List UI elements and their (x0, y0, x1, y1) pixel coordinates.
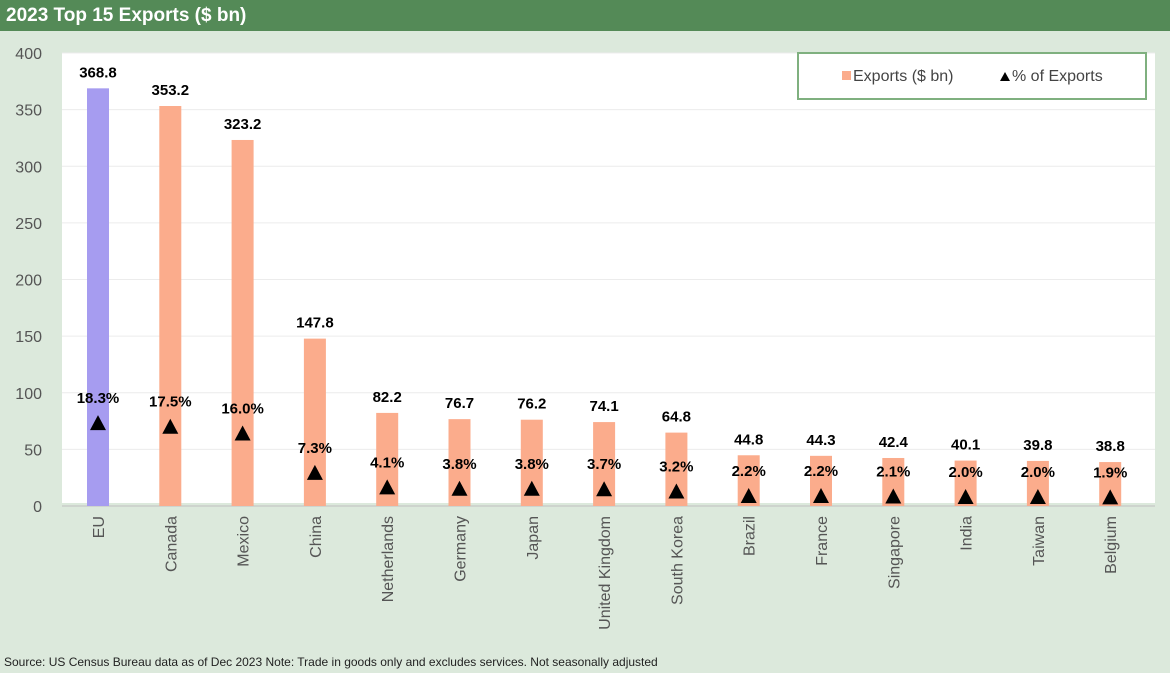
percent-label: 2.1% (876, 463, 910, 480)
chart-title: 2023 Top 15 Exports ($ bn) (0, 0, 1170, 31)
category-label: Japan (525, 516, 542, 560)
bar (810, 455, 832, 506)
category-label: Brazil (742, 516, 759, 556)
percent-marker (451, 480, 468, 496)
bar-value-label: 40.1 (951, 437, 980, 454)
percent-marker (306, 464, 323, 480)
percent-label: 16.0% (221, 401, 264, 418)
percent-marker (596, 481, 613, 497)
category-label: France (814, 516, 831, 566)
percent-label: 2.2% (804, 463, 838, 480)
percent-label: 2.0% (1021, 464, 1055, 481)
bar (303, 338, 326, 506)
marker-series: 18.3% 17.5% 16.0% 7.3% 4.1% 3.8% 3.8% 3.7% 3.2% 2… (77, 390, 1127, 505)
y-tick-label: 200 (15, 273, 42, 290)
percent-label: 3.8% (442, 456, 476, 473)
bar (1026, 460, 1049, 506)
bar-value-label: 39.8 (1023, 437, 1052, 454)
legend: Exports ($ bn) % of Exports (797, 52, 1147, 100)
bar (231, 139, 254, 506)
percent-label: 17.5% (149, 394, 192, 411)
percent-marker (740, 488, 757, 504)
bar (954, 460, 977, 506)
bar-value-label: 76.2 (517, 396, 546, 413)
bar (520, 419, 543, 506)
y-tick-label: 400 (15, 46, 42, 63)
category-label: Netherlands (380, 516, 397, 602)
bar-value-label: 44.8 (734, 431, 763, 448)
y-tick-label: 100 (15, 386, 42, 403)
bar-value-label: 323.2 (224, 116, 262, 133)
category-label: EU (91, 516, 108, 538)
percent-marker (1102, 489, 1119, 505)
percent-label: 1.9% (1093, 464, 1127, 481)
percent-marker (90, 415, 106, 431)
category-label: India (959, 516, 976, 551)
y-tick-label: 0 (33, 499, 42, 516)
percent-marker (1029, 488, 1046, 504)
percent-marker (162, 418, 179, 434)
bar-value-label: 74.1 (589, 398, 618, 415)
bar (376, 412, 399, 506)
percent-label: 3.7% (587, 456, 621, 473)
y-tick-label: 250 (15, 216, 42, 233)
category-label: Canada (163, 516, 180, 572)
percent-label: 4.1% (370, 454, 404, 471)
bar-series: 368.8 353.2 323.2 147.8 82.2 76.7 76.2 74.1 64.8… (79, 64, 1125, 507)
bar (448, 419, 471, 506)
category-label: Mexico (236, 516, 253, 567)
percent-marker (234, 425, 251, 441)
percent-label: 2.0% (948, 464, 982, 481)
y-tick-label: 300 (15, 159, 42, 176)
category-label: United Kingdom (597, 516, 614, 630)
bar-value-label: 42.4 (879, 434, 909, 451)
bar (87, 88, 109, 507)
source-note: Source: US Census Bureau data as of Dec … (4, 655, 658, 669)
legend-box (797, 52, 1147, 100)
bar-value-label: 38.8 (1096, 438, 1125, 455)
y-tick-label: 50 (24, 442, 42, 459)
percent-label: 2.2% (732, 463, 766, 480)
bar-value-label: 147.8 (296, 315, 334, 332)
bar-value-label: 64.8 (662, 409, 691, 426)
bar-value-label: 44.3 (806, 432, 835, 449)
percent-label: 3.8% (515, 456, 549, 473)
legend-label-percent: % of Exports (1012, 68, 1103, 85)
bar (665, 432, 688, 506)
category-label: South Korea (669, 516, 686, 605)
percent-marker (885, 488, 902, 504)
bar (737, 455, 760, 506)
percent-marker (957, 488, 974, 504)
bar-value-label: 82.2 (373, 389, 402, 406)
category-label: China (308, 516, 325, 558)
y-tick-label: 350 (15, 103, 42, 120)
bar-value-label: 368.8 (79, 64, 117, 81)
bar (882, 457, 905, 506)
bar-value-label: 353.2 (152, 82, 190, 99)
x-axis: EU Canada Mexico China Netherlands Germany Jap… (91, 516, 1120, 630)
percent-marker (668, 483, 685, 499)
percent-marker (379, 479, 396, 495)
percent-label: 3.2% (659, 459, 693, 476)
category-label: Belgium (1103, 516, 1120, 574)
legend-bar-swatch (842, 71, 851, 80)
percent-label: 18.3% (77, 390, 120, 407)
percent-marker (523, 480, 540, 496)
bar-value-label: 76.7 (445, 395, 474, 412)
bar (1099, 462, 1122, 506)
legend-label-exports: Exports ($ bn) (853, 68, 953, 85)
bar (593, 422, 616, 506)
percent-label: 7.3% (298, 440, 332, 457)
bar (159, 106, 182, 506)
percent-marker (813, 488, 829, 504)
category-label: Taiwan (1031, 516, 1048, 566)
y-tick-label: 150 (15, 329, 42, 346)
category-label: Singapore (886, 516, 903, 589)
legend-triangle-icon (1000, 72, 1010, 81)
category-label: Germany (453, 516, 470, 582)
export-chart: 0 50 100 150 200 250 300 350 400 368.8 353.2 323.2… (15, 46, 1155, 630)
